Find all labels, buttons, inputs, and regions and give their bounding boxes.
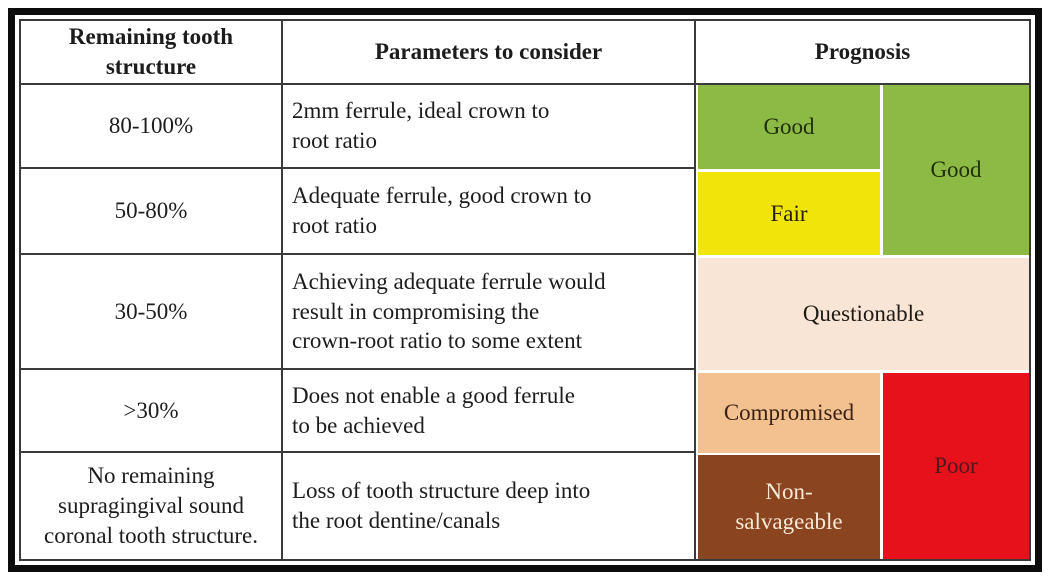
prognosis-cell-compromised: Compromised <box>696 370 880 453</box>
row-1-structure-cell: 80-100% <box>21 85 283 169</box>
column-header-remaining-tooth-structure: Remaining tooth structure <box>21 21 283 85</box>
row-4-parameters-cell: Does not enable a good ferrule to be ach… <box>283 370 696 453</box>
row-2-structure-cell: 50-80% <box>21 169 283 255</box>
prognosis-cell-non-salvageable: Non- salvageable <box>696 453 880 559</box>
row-3-structure-cell: 30-50% <box>21 255 283 370</box>
row-4-structure-cell: >30% <box>21 370 283 453</box>
row-5-structure-cell: No remaining supragingival sound coronal… <box>21 453 283 559</box>
prognosis-cell-questionable: Questionable <box>696 255 1029 370</box>
row-3-parameters-cell: Achieving adequate ferrule would result … <box>283 255 696 370</box>
non-salvageable-label: Non- salvageable <box>735 479 843 534</box>
prognosis-cell-poor: Poor <box>880 370 1029 559</box>
row-1-parameters-cell: 2mm ferrule, ideal crown to root ratio <box>283 85 696 169</box>
prognosis-cell-fair: Fair <box>696 169 880 255</box>
column-header-prognosis: Prognosis <box>696 21 1029 85</box>
prognosis-cell-good-right: Good <box>880 85 1029 255</box>
tooth-prognosis-table: Remaining tooth structure Parameters to … <box>19 19 1031 561</box>
column-header-parameters-to-consider: Parameters to consider <box>283 21 696 85</box>
row-2-parameters-cell: Adequate ferrule, good crown to root rat… <box>283 169 696 255</box>
figure-frame: Remaining tooth structure Parameters to … <box>8 8 1042 572</box>
prognosis-cell-good-left: Good <box>696 85 880 169</box>
row-5-parameters-cell: Loss of tooth structure deep into the ro… <box>283 453 696 559</box>
